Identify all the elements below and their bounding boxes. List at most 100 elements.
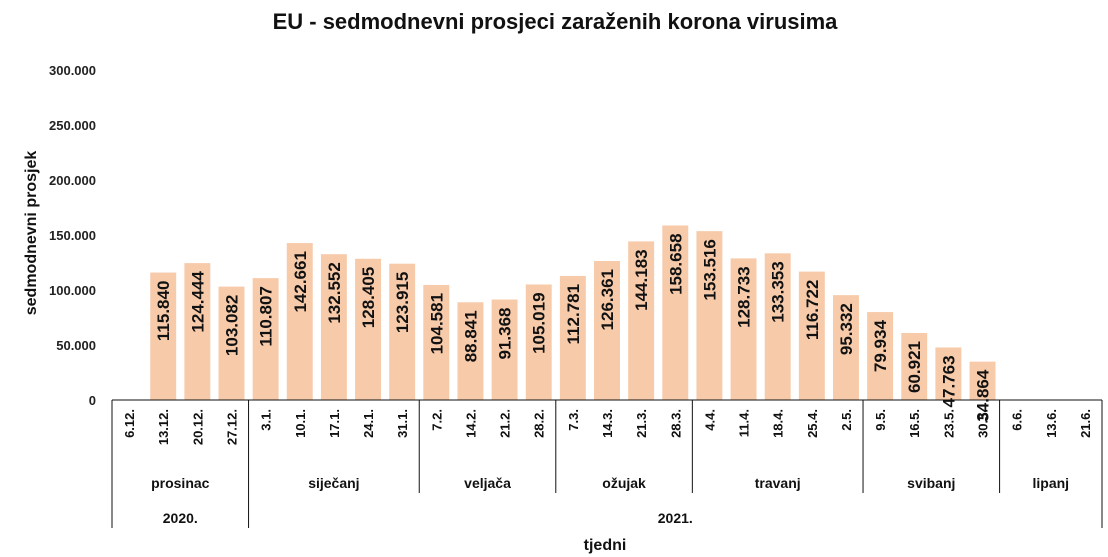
bar — [594, 261, 620, 400]
x-tick-label: 25.4. — [805, 409, 820, 438]
bar — [389, 263, 416, 400]
bar-value-label: 153.516 — [700, 239, 719, 300]
bar — [730, 258, 757, 400]
bar — [423, 284, 450, 400]
bar-value-label: 60.921 — [905, 341, 924, 393]
bar-value-label: 128.733 — [735, 266, 754, 327]
x-tick-label: 17.1. — [327, 409, 342, 438]
bar — [867, 312, 894, 400]
y-tick-label: 200.000 — [49, 173, 96, 188]
bar — [559, 275, 586, 400]
bar-value-label: 95.332 — [837, 303, 856, 355]
month-label: siječanj — [308, 475, 359, 491]
x-tick-label: 21.3. — [634, 409, 649, 438]
x-tick-label: 13.6. — [1044, 409, 1059, 438]
bar-value-label: 34.864 — [974, 369, 993, 422]
x-tick-label: 6.6. — [1010, 409, 1025, 431]
bars: 115.840 124.444 103.082 110.807 142.661 132.5… — [150, 225, 996, 422]
x-tick-label: 28.3. — [668, 409, 683, 438]
bar — [355, 258, 382, 400]
x-tick-label: 28.2. — [532, 409, 547, 438]
bar-value-label: 79.934 — [871, 320, 890, 373]
x-tick-label: 2.5. — [839, 409, 854, 431]
bar — [150, 272, 177, 400]
bar-value-label: 133.353 — [769, 261, 788, 322]
y-tick-label: 150.000 — [49, 228, 96, 243]
y-tick-label: 300.000 — [49, 63, 96, 78]
chart-title: EU - sedmodnevni prosjeci zaraženih koro… — [273, 9, 839, 34]
x-tick-label: 9.5. — [873, 409, 888, 431]
x-tick-label: 14.3. — [600, 409, 615, 438]
month-label: travanj — [755, 475, 801, 491]
x-tick-label: 4.4. — [702, 409, 717, 431]
bar — [662, 225, 689, 400]
bar-value-label: 104.581 — [427, 293, 446, 354]
bar — [252, 278, 279, 400]
year-label: 2021. — [658, 510, 693, 526]
bar — [525, 284, 552, 400]
x-tick-label: 10.1. — [293, 409, 308, 438]
bar — [832, 295, 859, 400]
x-tick-label: 21.2. — [498, 409, 513, 438]
bar-value-label: 47.763 — [939, 355, 958, 407]
bar-value-label: 132.552 — [325, 262, 344, 323]
x-tick-label: 3.1. — [259, 409, 274, 431]
bar-value-label: 142.661 — [291, 251, 310, 312]
x-tick-label: 16.5. — [907, 409, 922, 438]
x-tick-label: 11.4. — [737, 409, 752, 437]
x-tick-label: 6.12. — [122, 409, 137, 438]
bar-value-label: 158.658 — [666, 233, 685, 294]
y-tick-label: 250.000 — [49, 118, 96, 133]
bar — [969, 361, 996, 400]
x-tick-label: 20.12. — [190, 409, 205, 445]
bar — [935, 347, 962, 400]
bar-value-label: 112.781 — [564, 284, 583, 345]
x-tick-label: 23.5. — [941, 409, 956, 438]
x-tick-label: 18.4. — [771, 409, 786, 438]
bar-value-label: 128.405 — [359, 267, 378, 328]
x-tick-label: 7.2. — [429, 409, 444, 431]
bar — [320, 254, 347, 400]
y-tick-label: 50.000 — [56, 338, 96, 353]
month-label: prosinac — [151, 475, 210, 491]
x-tick-label: 14.2. — [463, 409, 478, 438]
x-tick-label: 30.5. — [976, 409, 991, 438]
bar-value-label: 144.183 — [632, 249, 651, 310]
bar — [218, 286, 245, 400]
bar-value-label: 103.082 — [222, 295, 241, 356]
x-tick-label: 24.1. — [361, 409, 376, 438]
bar-value-label: 124.444 — [188, 271, 207, 333]
month-label: lipanj — [1033, 475, 1070, 491]
x-tick-label: 13.12. — [156, 409, 171, 445]
bar-value-label: 105.019 — [530, 292, 549, 353]
bar — [628, 241, 655, 400]
bar-value-label: 91.368 — [496, 307, 515, 359]
bar-value-label: 126.361 — [598, 269, 617, 330]
bar — [764, 253, 791, 400]
bar — [696, 231, 723, 400]
bar — [491, 299, 518, 400]
bar-value-label: 123.915 — [393, 272, 412, 333]
bar-value-label: 88.841 — [461, 310, 480, 362]
x-axis: 6.12. 13.12. 20.12. 27.12. 3.1. 10.1. 17.1. 24.… — [111, 399, 1103, 528]
y-axis-label: sedmodnevni prosjek — [23, 151, 40, 316]
bar — [184, 263, 211, 400]
month-label: ožujak — [602, 475, 646, 491]
bar — [286, 243, 313, 400]
y-tick-label: 0 — [89, 393, 96, 408]
y-axis-ticks: 0 50.000 100.000 150.000 200.000 250.000 300.0… — [49, 63, 96, 408]
x-axis-label: tjedni — [584, 537, 627, 554]
month-label: svibanj — [907, 475, 955, 491]
month-label: veljača — [464, 475, 511, 491]
bar-value-label: 110.807 — [257, 286, 276, 347]
bar-value-label: 115.840 — [154, 281, 173, 342]
x-tick-label: 27.12. — [224, 409, 239, 445]
x-tick-label: 31.1. — [395, 409, 410, 438]
year-label: 2020. — [163, 510, 198, 526]
y-tick-label: 100.000 — [49, 283, 96, 298]
bar-value-label: 116.722 — [803, 280, 822, 341]
bar — [798, 271, 825, 400]
x-tick-label: 21.6. — [1078, 409, 1093, 438]
x-tick-label: 7.3. — [566, 409, 581, 431]
